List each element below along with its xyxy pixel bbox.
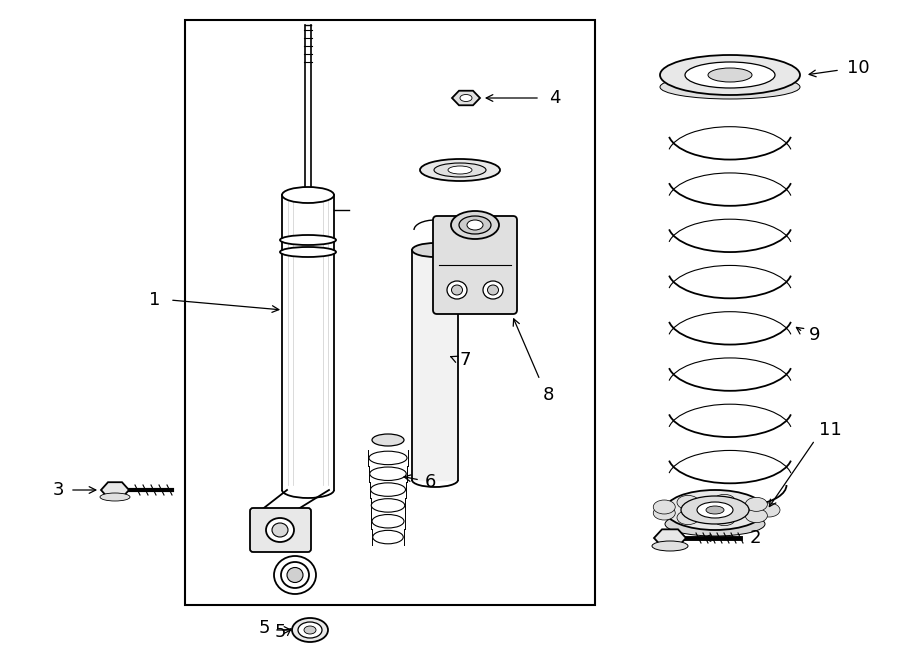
Ellipse shape [467, 220, 483, 230]
Ellipse shape [488, 285, 499, 295]
Ellipse shape [280, 235, 336, 245]
Ellipse shape [412, 243, 458, 257]
Ellipse shape [369, 451, 407, 465]
Ellipse shape [370, 467, 406, 481]
Ellipse shape [372, 434, 404, 446]
Text: 5: 5 [258, 619, 270, 637]
Ellipse shape [281, 562, 309, 588]
Ellipse shape [373, 530, 403, 544]
FancyBboxPatch shape [433, 216, 517, 314]
Ellipse shape [274, 556, 316, 594]
Text: 1: 1 [149, 291, 161, 309]
Ellipse shape [100, 493, 130, 501]
Polygon shape [452, 91, 480, 105]
Ellipse shape [371, 498, 405, 512]
Ellipse shape [304, 626, 316, 634]
Ellipse shape [758, 503, 780, 517]
Ellipse shape [448, 166, 472, 174]
Ellipse shape [272, 523, 288, 537]
Text: 11: 11 [819, 421, 842, 439]
Text: 4: 4 [549, 89, 561, 107]
Ellipse shape [434, 163, 486, 177]
Text: 3: 3 [52, 481, 64, 499]
Ellipse shape [677, 495, 699, 509]
Ellipse shape [653, 500, 675, 514]
Ellipse shape [460, 95, 472, 101]
Ellipse shape [660, 75, 800, 99]
Ellipse shape [298, 622, 322, 638]
Ellipse shape [451, 211, 499, 239]
Ellipse shape [280, 247, 336, 257]
Ellipse shape [745, 497, 768, 511]
Text: 6: 6 [424, 473, 436, 491]
Polygon shape [654, 530, 686, 547]
Ellipse shape [714, 512, 735, 526]
Ellipse shape [660, 55, 800, 95]
Ellipse shape [745, 508, 768, 523]
Ellipse shape [681, 496, 749, 524]
Ellipse shape [653, 506, 675, 520]
Text: 8: 8 [543, 386, 553, 404]
Ellipse shape [282, 187, 334, 203]
Ellipse shape [685, 62, 775, 88]
Text: 2: 2 [749, 529, 760, 547]
Ellipse shape [714, 495, 735, 508]
Ellipse shape [677, 510, 699, 524]
Ellipse shape [697, 502, 733, 518]
Ellipse shape [420, 159, 500, 181]
Bar [185, 20, 595, 605]
Ellipse shape [665, 512, 765, 536]
Ellipse shape [665, 490, 765, 530]
Ellipse shape [483, 281, 503, 299]
Ellipse shape [706, 506, 724, 514]
Ellipse shape [266, 518, 294, 542]
Ellipse shape [652, 541, 688, 551]
Ellipse shape [292, 618, 328, 642]
Text: 5: 5 [274, 623, 286, 641]
Ellipse shape [708, 68, 752, 82]
Polygon shape [101, 482, 129, 498]
Text: 10: 10 [847, 59, 869, 77]
Ellipse shape [371, 483, 406, 496]
FancyBboxPatch shape [250, 508, 311, 552]
Ellipse shape [287, 567, 303, 583]
Ellipse shape [452, 285, 463, 295]
Text: 7: 7 [459, 351, 471, 369]
Ellipse shape [447, 281, 467, 299]
Text: 9: 9 [809, 326, 821, 344]
Ellipse shape [372, 514, 404, 528]
Ellipse shape [459, 216, 491, 234]
